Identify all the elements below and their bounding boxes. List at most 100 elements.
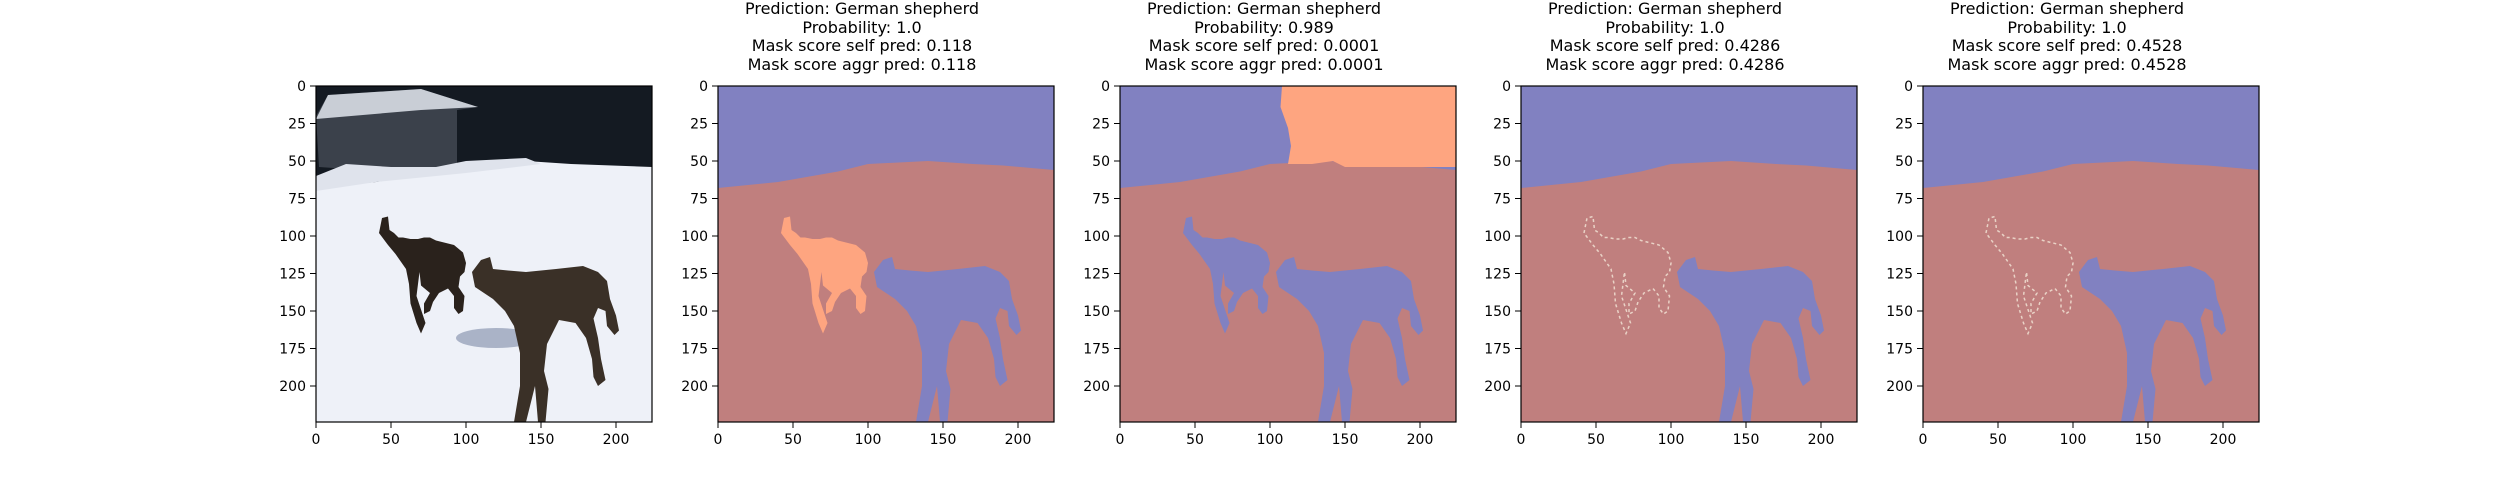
image-area [1120, 86, 1456, 422]
x-tick-label: 200 [1005, 432, 1032, 448]
y-tick-label: 75 [1493, 192, 1511, 208]
y-tick-label: 100 [681, 229, 708, 245]
x-tick-label: 0 [1517, 432, 1526, 448]
image-area [1923, 86, 2259, 422]
y-tick-label: 25 [1493, 117, 1511, 133]
y-tick-label: 150 [1484, 304, 1511, 320]
y-tick-label: 125 [1083, 267, 1110, 283]
german-shepherd-outline [1583, 215, 1672, 336]
x-tick-label: 50 [784, 432, 802, 448]
image-area [316, 86, 652, 422]
axes-mask-3: 0 50 100 150 200 0 25 50 75 100 125 150 175 200 [1484, 79, 1858, 448]
shed-roof [316, 89, 478, 119]
title-mask-score-self: Mask score self pred: 0.4528 [1951, 36, 2183, 55]
image-area [718, 86, 1054, 422]
x-tick-label: 200 [1808, 432, 1835, 448]
greyhound-mask [874, 257, 1021, 422]
y-tick-label: 75 [288, 192, 306, 208]
panel-title: Prediction: German shepherd Probability:… [1064, 0, 1464, 74]
y-tick-label: 150 [279, 304, 306, 320]
x-tick-label: 50 [1989, 432, 2007, 448]
axes-mask-4: 0 50 100 150 200 0 25 50 75 100 125 150 175 200 [1886, 79, 2260, 448]
panel-mask-4: Prediction: German shepherd Probability:… [1867, 0, 2267, 500]
y-tick-label: 0 [1502, 79, 1511, 95]
greyhound-mask [1276, 257, 1423, 422]
german-shepherd-mask [1183, 216, 1270, 334]
image-area [1521, 86, 1857, 422]
y-tick-label: 50 [1493, 154, 1511, 170]
x-tick-label: 50 [1186, 432, 1204, 448]
title-prediction: Prediction: German shepherd [1547, 0, 1783, 18]
y-tick-label: 200 [279, 379, 306, 395]
title-prediction: Prediction: German shepherd [1949, 0, 2185, 18]
y-tick-label: 150 [681, 304, 708, 320]
axes-frame [1119, 85, 1457, 423]
title-mask-score-aggr: Mask score aggr pred: 0.0001 [1144, 54, 1384, 74]
y-tick-label: 75 [690, 192, 708, 208]
y-tick-label: 75 [1895, 192, 1913, 208]
y-tick-label: 175 [1484, 342, 1511, 358]
y-tick-label: 50 [1092, 154, 1110, 170]
title-mask-score-aggr: Mask score aggr pred: 0.4528 [1947, 54, 2187, 74]
y-tick-label: 100 [1886, 229, 1913, 245]
axes-original: 0 50 100 150 200 0 25 50 75 100 125 150 175 200 [279, 79, 653, 448]
y-tick-label: 75 [1092, 192, 1110, 208]
x-tick-label: 50 [1587, 432, 1605, 448]
y-tick-label: 100 [279, 229, 306, 245]
title-prediction: Prediction: German shepherd [744, 0, 980, 18]
y-tick-label: 200 [1886, 379, 1913, 395]
x-tick-label: 150 [1733, 432, 1760, 448]
x-tick-label: 100 [855, 432, 882, 448]
y-tick-label: 125 [681, 267, 708, 283]
y-tick-label: 175 [1886, 342, 1913, 358]
y-tick-label: 200 [1083, 379, 1110, 395]
axes-frame [1922, 85, 2260, 423]
y-tick-label: 125 [279, 267, 306, 283]
greyhound-mask [1677, 257, 1824, 422]
panel-title: Prediction: German shepherd Probability:… [1867, 0, 2267, 74]
snow-bank [316, 158, 541, 191]
axes-frame [315, 85, 653, 423]
greyhound-mask [2079, 257, 2226, 422]
x-tick-label: 100 [2060, 432, 2087, 448]
y-tick-label: 125 [1484, 267, 1511, 283]
german-shepherd-mask [781, 216, 868, 334]
x-tick-label: 200 [1407, 432, 1434, 448]
y-tick-label: 25 [690, 117, 708, 133]
german-shepherd-outline [1985, 215, 2074, 336]
x-tick-label: 0 [1919, 432, 1928, 448]
title-mask-score-self: Mask score self pred: 0.118 [751, 36, 973, 55]
panel-original: 0 50 100 150 200 0 25 50 75 100 125 150 175 200 [260, 0, 660, 500]
axes-mask-2: 0 50 100 150 200 0 25 50 75 100 125 150 175 200 [1083, 79, 1457, 448]
panel-title: Prediction: German shepherd Probability:… [662, 0, 1062, 74]
x-tick-label: 150 [1332, 432, 1359, 448]
x-tick-label: 150 [528, 432, 555, 448]
y-tick-label: 150 [1083, 304, 1110, 320]
y-tick-label: 200 [1484, 379, 1511, 395]
y-tick-label: 175 [1083, 342, 1110, 358]
x-tick-label: 150 [930, 432, 957, 448]
y-tick-label: 50 [690, 154, 708, 170]
title-probability: Probability: 1.0 [2007, 17, 2127, 37]
x-tick-label: 100 [1658, 432, 1685, 448]
axes-mask-1: 0 50 100 150 200 0 25 50 75 100 125 150 175 200 [681, 79, 1055, 448]
y-tick-label: 100 [1484, 229, 1511, 245]
y-tick-label: 175 [681, 342, 708, 358]
title-mask-score-aggr: Mask score aggr pred: 0.118 [747, 54, 977, 74]
panel-mask-2: Prediction: German shepherd Probability:… [1064, 0, 1464, 500]
y-tick-label: 25 [288, 117, 306, 133]
x-tick-label: 150 [2135, 432, 2162, 448]
title-prediction: Prediction: German shepherd [1146, 0, 1382, 18]
x-tick-label: 0 [714, 432, 723, 448]
axes-frame [1520, 85, 1858, 423]
x-tick-label: 100 [453, 432, 480, 448]
y-tick-label: 50 [1895, 154, 1913, 170]
y-tick-label: 150 [1886, 304, 1913, 320]
x-tick-label: 200 [2210, 432, 2237, 448]
title-mask-score-self: Mask score self pred: 0.0001 [1148, 36, 1380, 55]
y-tick-label: 0 [1904, 79, 1913, 95]
title-probability: Probability: 1.0 [802, 17, 922, 37]
title-probability: Probability: 0.989 [1194, 17, 1334, 37]
y-tick-label: 0 [699, 79, 708, 95]
y-tick-label: 25 [1895, 117, 1913, 133]
